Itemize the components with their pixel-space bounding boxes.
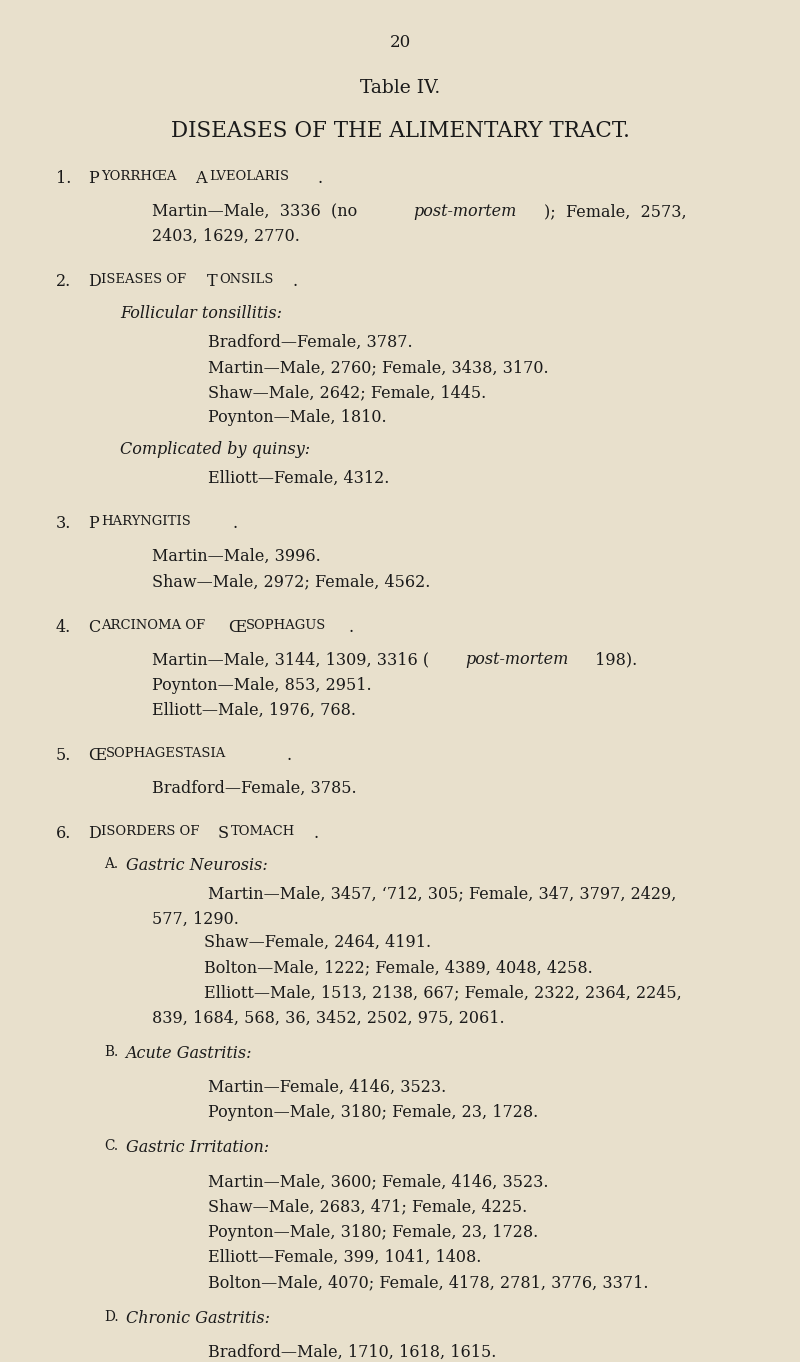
Text: SOPHAGUS: SOPHAGUS — [246, 618, 326, 632]
Text: Martin—Male, 3457, ‘712, 305; Female, 347, 3797, 2429,: Martin—Male, 3457, ‘712, 305; Female, 34… — [208, 885, 676, 903]
Text: Shaw—Male, 2642; Female, 1445.: Shaw—Male, 2642; Female, 1445. — [208, 384, 486, 402]
Text: Bradford—Female, 3785.: Bradford—Female, 3785. — [152, 780, 357, 797]
Text: S: S — [218, 825, 229, 842]
Text: TOMACH: TOMACH — [230, 825, 294, 838]
Text: 6.: 6. — [56, 825, 71, 842]
Text: Shaw—Female, 2464, 4191.: Shaw—Female, 2464, 4191. — [204, 934, 431, 951]
Text: Bolton—Male, 1222; Female, 4389, 4048, 4258.: Bolton—Male, 1222; Female, 4389, 4048, 4… — [204, 959, 593, 977]
Text: Martin—Male, 2760; Female, 3438, 3170.: Martin—Male, 2760; Female, 3438, 3170. — [208, 360, 549, 376]
Text: .: . — [232, 515, 237, 533]
Text: C: C — [88, 618, 100, 636]
Text: D: D — [88, 825, 101, 842]
Text: post-mortem: post-mortem — [414, 203, 517, 219]
Text: 198).: 198). — [590, 651, 638, 669]
Text: Chronic Gastritis:: Chronic Gastritis: — [126, 1309, 270, 1327]
Text: );  Female,  2573,: ); Female, 2573, — [544, 203, 686, 219]
Text: .: . — [349, 618, 354, 636]
Text: Œ: Œ — [228, 618, 246, 636]
Text: ISEASES OF: ISEASES OF — [101, 274, 186, 286]
Text: .: . — [318, 170, 322, 187]
Text: Martin—Male, 3600; Female, 4146, 3523.: Martin—Male, 3600; Female, 4146, 3523. — [208, 1174, 549, 1190]
Text: Shaw—Male, 2683, 471; Female, 4225.: Shaw—Male, 2683, 471; Female, 4225. — [208, 1199, 527, 1216]
Text: 4.: 4. — [56, 618, 71, 636]
Text: P: P — [88, 170, 98, 187]
Text: Poynton—Male, 3180; Female, 23, 1728.: Poynton—Male, 3180; Female, 23, 1728. — [208, 1224, 538, 1241]
Text: 1.: 1. — [56, 170, 71, 187]
Text: Martin—Male, 3144, 1309, 3316 (: Martin—Male, 3144, 1309, 3316 ( — [152, 651, 429, 669]
Text: Gastric Irritation:: Gastric Irritation: — [126, 1140, 269, 1156]
Text: C.: C. — [104, 1140, 118, 1154]
Text: Elliott—Female, 4312.: Elliott—Female, 4312. — [208, 470, 390, 488]
Text: Elliott—Female, 399, 1041, 1408.: Elliott—Female, 399, 1041, 1408. — [208, 1249, 482, 1267]
Text: T: T — [206, 274, 217, 290]
Text: LVEOLARIS: LVEOLARIS — [209, 170, 289, 183]
Text: 2.: 2. — [56, 274, 71, 290]
Text: .: . — [314, 825, 318, 842]
Text: A.: A. — [104, 857, 118, 870]
Text: Acute Gastritis:: Acute Gastritis: — [126, 1045, 252, 1062]
Text: ARCINOMA OF: ARCINOMA OF — [101, 618, 205, 632]
Text: P: P — [88, 515, 98, 533]
Text: .: . — [293, 274, 298, 290]
Text: Bradford—Female, 3787.: Bradford—Female, 3787. — [208, 334, 413, 351]
Text: Follicular tonsillitis:: Follicular tonsillitis: — [120, 305, 282, 321]
Text: ISORDERS OF: ISORDERS OF — [101, 825, 199, 838]
Text: D.: D. — [104, 1309, 118, 1324]
Text: post-mortem: post-mortem — [466, 651, 569, 669]
Text: Bolton—Male, 4070; Female, 4178, 2781, 3776, 3371.: Bolton—Male, 4070; Female, 4178, 2781, 3… — [208, 1275, 649, 1291]
Text: YORRHŒA: YORRHŒA — [101, 170, 176, 183]
Text: Martin—Male,  3336  (no: Martin—Male, 3336 (no — [152, 203, 362, 219]
Text: 3.: 3. — [56, 515, 71, 533]
Text: SOPHAGESTASIA: SOPHAGESTASIA — [106, 748, 226, 760]
Text: Œ: Œ — [88, 748, 106, 764]
Text: B.: B. — [104, 1045, 118, 1058]
Text: Poynton—Male, 853, 2951.: Poynton—Male, 853, 2951. — [152, 677, 372, 693]
Text: A: A — [195, 170, 206, 187]
Text: Complicated by quinsy:: Complicated by quinsy: — [120, 441, 310, 458]
Text: 5.: 5. — [56, 748, 71, 764]
Text: ONSILS: ONSILS — [219, 274, 274, 286]
Text: Shaw—Male, 2972; Female, 4562.: Shaw—Male, 2972; Female, 4562. — [152, 573, 430, 590]
Text: .: . — [286, 748, 291, 764]
Text: Poynton—Male, 3180; Female, 23, 1728.: Poynton—Male, 3180; Female, 23, 1728. — [208, 1105, 538, 1121]
Text: Poynton—Male, 1810.: Poynton—Male, 1810. — [208, 410, 386, 426]
Text: 839, 1684, 568, 36, 3452, 2502, 975, 2061.: 839, 1684, 568, 36, 3452, 2502, 975, 206… — [152, 1009, 505, 1027]
Text: DISEASES OF THE ALIMENTARY TRACT.: DISEASES OF THE ALIMENTARY TRACT. — [170, 120, 630, 142]
Text: Gastric Neurosis:: Gastric Neurosis: — [126, 857, 267, 874]
Text: Elliott—Male, 1513, 2138, 667; Female, 2322, 2364, 2245,: Elliott—Male, 1513, 2138, 667; Female, 2… — [204, 985, 682, 1001]
Text: 2403, 1629, 2770.: 2403, 1629, 2770. — [152, 227, 300, 245]
Text: HARYNGITIS: HARYNGITIS — [101, 515, 190, 528]
Text: Bradford—Male, 1710, 1618, 1615.: Bradford—Male, 1710, 1618, 1615. — [208, 1343, 496, 1361]
Text: Martin—Female, 4146, 3523.: Martin—Female, 4146, 3523. — [208, 1079, 446, 1096]
Text: 577, 1290.: 577, 1290. — [152, 911, 239, 928]
Text: Table IV.: Table IV. — [360, 79, 440, 98]
Text: D: D — [88, 274, 101, 290]
Text: 20: 20 — [390, 34, 410, 50]
Text: Martin—Male, 3996.: Martin—Male, 3996. — [152, 548, 321, 565]
Text: Elliott—Male, 1976, 768.: Elliott—Male, 1976, 768. — [152, 701, 356, 719]
